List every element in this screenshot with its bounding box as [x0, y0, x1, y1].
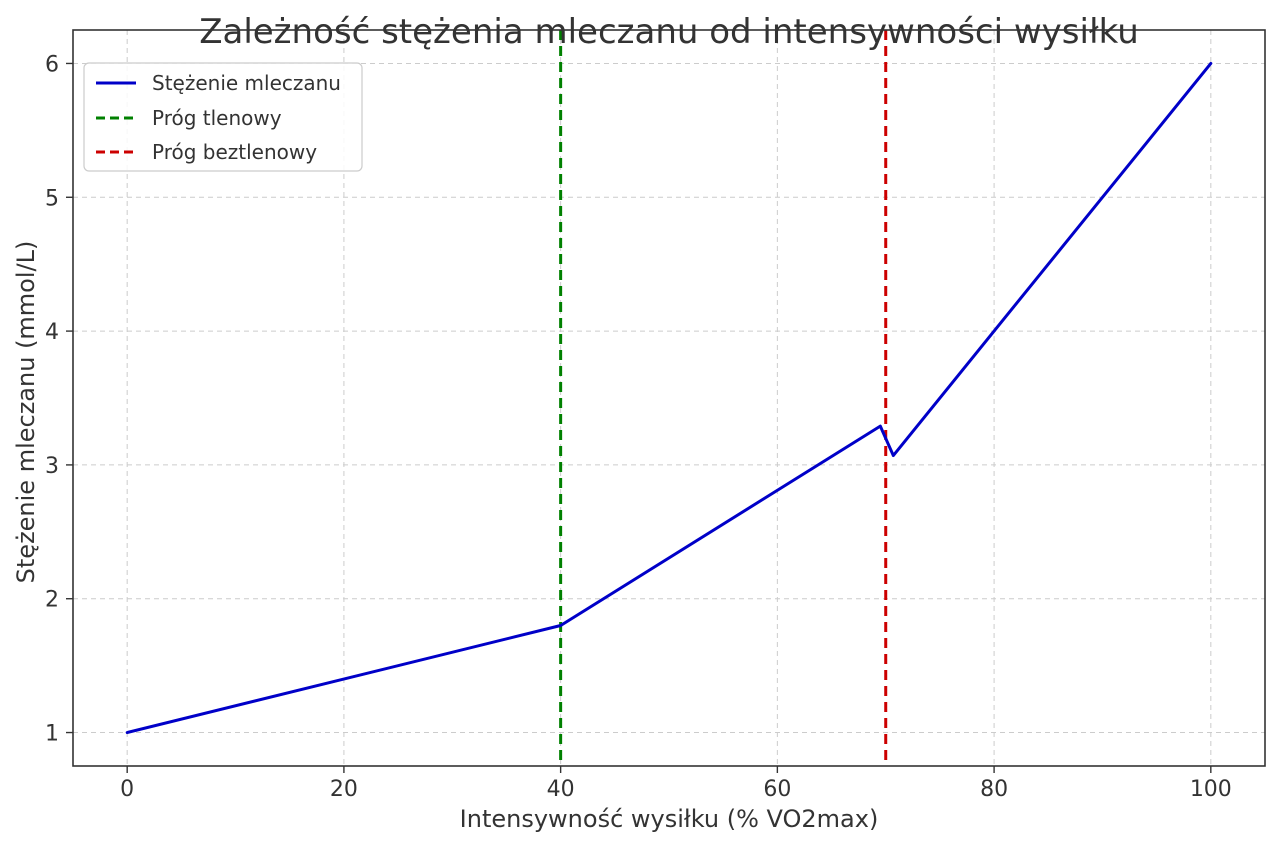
x-tick-label: 40 [547, 777, 575, 802]
y-tick-label: 1 [45, 722, 59, 747]
y-tick-label: 2 [45, 588, 59, 613]
x-tick-label: 60 [763, 777, 791, 802]
x-axis-label: Intensywność wysiłku (% VO2max) [460, 805, 879, 833]
x-tick-label: 80 [980, 777, 1008, 802]
y-ticks: 1 2 3 4 5 6 [45, 52, 73, 747]
y-tick-label: 6 [45, 52, 59, 77]
x-ticks: 0 20 40 60 80 100 [120, 766, 1232, 802]
x-tick-label: 0 [120, 777, 134, 802]
y-tick-label: 4 [45, 320, 59, 345]
threshold-lines [559, 30, 888, 766]
legend-label-anaerobic-threshold: Próg beztlenowy [152, 140, 317, 164]
legend-box [83, 62, 363, 172]
chart-title: Zależność stężenia mleczanu od intensywn… [199, 12, 1139, 52]
lactate-series-line [125, 61, 1213, 735]
series-layer [125, 61, 1213, 735]
legend-label-lactate: Stężenie mleczanu [152, 71, 341, 95]
plot-frame [72, 29, 1266, 767]
y-axis-label: Stężenie mleczanu (mmol/L) [12, 241, 40, 584]
x-tick-label: 100 [1190, 777, 1232, 802]
legend: Stężenie mleczanu Próg tlenowy Próg bezt… [83, 62, 363, 172]
x-tick-label: 20 [330, 777, 358, 802]
axes [72, 29, 1266, 767]
y-tick-label: 3 [45, 454, 59, 479]
legend-label-aerobic-threshold: Próg tlenowy [152, 106, 282, 130]
y-tick-label: 5 [45, 186, 59, 211]
